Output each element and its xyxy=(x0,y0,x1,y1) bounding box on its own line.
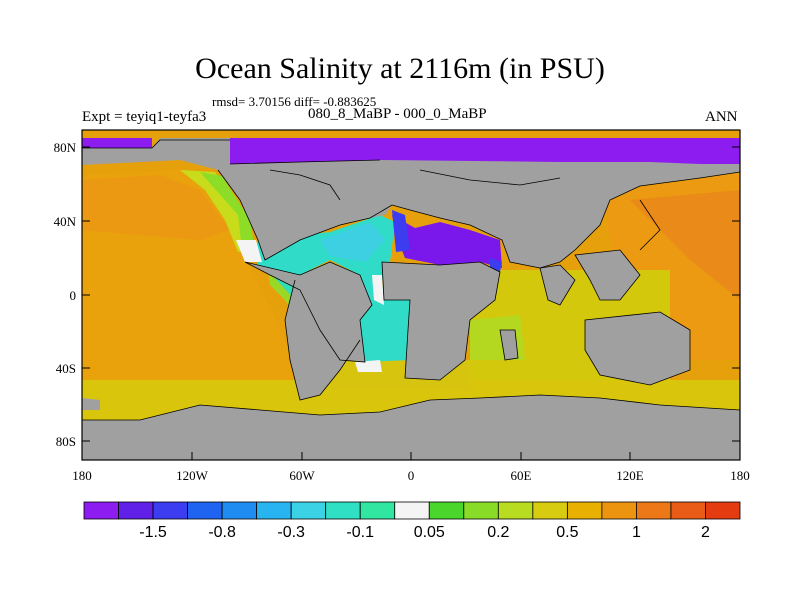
coastlines xyxy=(82,139,740,421)
colorbar-label: 0.5 xyxy=(556,524,578,541)
lat-label-80n: 80N xyxy=(54,140,77,155)
period-label: 080_8_MaBP - 000_0_MaBP xyxy=(308,106,487,122)
white-patch-3 xyxy=(355,360,382,372)
colorbar-box xyxy=(566,501,603,520)
lat-label-80s: 80S xyxy=(56,434,76,449)
lon-label-180w: 180 xyxy=(72,468,92,483)
colorbar-box xyxy=(118,501,154,520)
colorbar-box xyxy=(636,501,672,520)
lon-label-120e: 120E xyxy=(616,468,644,483)
colorbar-box xyxy=(428,501,465,520)
colorbar-box xyxy=(256,501,292,520)
colorbar-box xyxy=(670,501,706,520)
lon-ticks xyxy=(81,452,741,460)
coastal-green xyxy=(200,172,255,250)
colorbar-label: -0.8 xyxy=(208,524,236,541)
lat-label-40n: 40N xyxy=(54,214,77,229)
season-label: ANN xyxy=(705,109,738,125)
arctic-purple xyxy=(230,138,740,164)
lat-labels: 80N 40N 0 40S 80S xyxy=(54,140,77,449)
colorbar-label: 2 xyxy=(701,524,710,541)
lon-label-180e: 180 xyxy=(730,468,750,483)
colorbar xyxy=(83,501,741,520)
lat-ticks xyxy=(82,146,740,442)
colorbar-label: 0.05 xyxy=(414,524,445,541)
colorbar-box xyxy=(325,501,361,520)
colorbar-box xyxy=(221,501,258,520)
colorbar-box xyxy=(601,501,637,520)
expt-label: Expt = teyiq1-teyfa3 xyxy=(82,109,207,125)
colorbar-box xyxy=(705,501,741,520)
tethys-purple xyxy=(392,215,502,268)
north-east-pacific xyxy=(82,175,230,240)
colorbar-box xyxy=(497,501,534,520)
colorbar-box xyxy=(83,501,119,520)
colorbar-box xyxy=(532,501,568,520)
white-patch-1 xyxy=(236,240,262,262)
colorbar-box xyxy=(359,501,396,520)
colorbar-label: 0.2 xyxy=(487,524,509,541)
land-masses xyxy=(82,138,740,460)
colorbar-box xyxy=(187,501,223,520)
colorbar-label: 1 xyxy=(632,524,641,541)
lon-label-60w: 60W xyxy=(289,468,315,483)
lon-label-60e: 60E xyxy=(511,468,532,483)
lon-labels: 180 120W 60W 0 60E 120E 180 xyxy=(72,468,750,483)
west-pacific-core xyxy=(630,190,740,300)
colorbar-box xyxy=(463,501,499,520)
colorbar-box xyxy=(152,501,188,520)
lon-label-120w: 120W xyxy=(176,468,209,483)
colorbar-box xyxy=(394,501,430,520)
coastal-yellowgreen xyxy=(180,170,250,252)
colorbar-label: -0.1 xyxy=(346,524,374,541)
tethys-blue xyxy=(392,210,410,252)
colorbar-box xyxy=(290,501,327,520)
lon-label-0: 0 xyxy=(408,468,415,483)
lat-label-0: 0 xyxy=(70,288,77,303)
white-patch-2 xyxy=(372,275,384,305)
atlantic-cyan-light xyxy=(320,222,385,262)
colorbar-label: -0.3 xyxy=(277,524,305,541)
plot-title: Ocean Salinity at 2116m (in PSU) xyxy=(195,52,605,85)
colorbar-label: -1.5 xyxy=(139,524,167,541)
colorbar-labels: -1.5 -0.8 -0.3 -0.1 0.05 0.2 0.5 1 2 xyxy=(139,524,710,541)
arctic-west xyxy=(82,138,152,148)
stats-text: rmsd= 3.70156 diff= -0.883625 xyxy=(212,94,377,109)
lat-label-40s: 40S xyxy=(56,361,76,376)
